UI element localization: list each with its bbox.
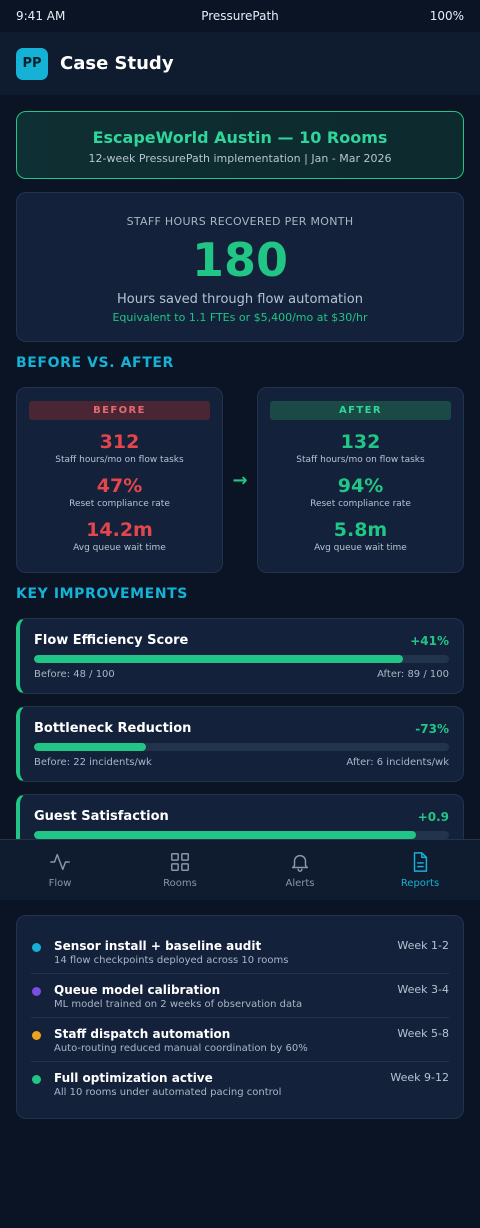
- before-stat-value: 47%: [96, 475, 143, 497]
- timeline-item[interactable]: Staff dispatch automation Auto-routing r…: [31, 1018, 449, 1062]
- after-stat-label: Reset compliance rate: [310, 499, 411, 509]
- improvement-delta: -73%: [415, 721, 449, 736]
- section-title-key-improvements: KEY IMPROVEMENTS: [16, 586, 188, 602]
- improvement-progress-fill: [34, 831, 416, 839]
- timeline-dot: [32, 943, 41, 952]
- status-carrier: PressurePath: [201, 9, 279, 23]
- improvement-progress-track: [34, 831, 449, 839]
- timeline-week: Week 3-4: [397, 983, 449, 996]
- timeline-week: Week 9-12: [390, 1071, 449, 1084]
- improvement-progress-track: [34, 743, 449, 751]
- after-label: AFTER: [270, 401, 451, 420]
- timeline-item[interactable]: Queue model calibration ML model trained…: [31, 974, 449, 1018]
- timeline-item[interactable]: Full optimization active All 10 rooms un…: [31, 1062, 449, 1106]
- improvement-before: Before: 22 incidents/wk: [34, 757, 152, 768]
- before-stat-label: Avg queue wait time: [73, 543, 166, 553]
- tab-label: Rooms: [163, 878, 197, 889]
- timeline-item[interactable]: Sensor install + baseline audit 14 flow …: [31, 930, 449, 974]
- tab-alerts[interactable]: Alerts: [240, 840, 360, 900]
- before-stat-label: Staff hours/mo on flow tasks: [55, 455, 184, 465]
- tab-reports[interactable]: Reports: [360, 840, 480, 900]
- before-label: BEFORE: [29, 401, 210, 420]
- after-stat-value: 94%: [337, 475, 384, 497]
- metric-value: 180: [191, 233, 289, 287]
- app-header: PP Case Study: [0, 32, 480, 95]
- bell-icon: [291, 854, 309, 872]
- app-logo[interactable]: PP: [16, 47, 48, 80]
- bottom-tab-bar: Flow Rooms Alerts Reports: [0, 839, 480, 900]
- case-hero-banner: EscapeWorld Austin — 10 Rooms 12-week Pr…: [16, 111, 464, 179]
- tab-label: Alerts: [285, 878, 315, 889]
- hours-recovered-card: STAFF HOURS RECOVERED PER MONTH 180 Hour…: [16, 192, 464, 342]
- timeline-description: 14 flow checkpoints deployed across 10 r…: [54, 955, 289, 966]
- timeline-dot: [32, 1075, 41, 1084]
- timeline-description: Auto-routing reduced manual coordination…: [54, 1043, 308, 1054]
- improvement-progress-fill: [34, 743, 147, 751]
- timeline-title: Sensor install + baseline audit: [54, 939, 262, 953]
- after-stat-value: 5.8m: [333, 519, 388, 541]
- before-stat-value: 14.2m: [86, 519, 153, 541]
- improvement-after: After: 6 incidents/wk: [346, 757, 449, 768]
- improvement-name: Bottleneck Reduction: [34, 721, 192, 736]
- improvement-before: Before: 48 / 100: [34, 669, 115, 680]
- metric-label: STAFF HOURS RECOVERED PER MONTH: [126, 215, 354, 228]
- page-title: Case Study: [60, 53, 174, 74]
- improvement-after: After: 89 / 100: [377, 669, 449, 680]
- tab-rooms[interactable]: Rooms: [120, 840, 240, 900]
- case-subtitle: 12-week PressurePath implementation | Ja…: [88, 152, 392, 165]
- improvement-name: Guest Satisfaction: [34, 809, 169, 824]
- tab-flow[interactable]: Flow: [0, 840, 120, 900]
- after-card: AFTER 132 Staff hours/mo on flow tasks 9…: [257, 387, 464, 573]
- improvement-progress-fill: [34, 655, 404, 663]
- improvement-card[interactable]: Flow Efficiency Score +41% Before: 48 / …: [16, 618, 464, 694]
- timeline-title: Queue model calibration: [54, 983, 221, 997]
- timeline-title: Staff dispatch automation: [54, 1027, 231, 1041]
- metric-note: Equivalent to 1.1 FTEs or $5,400/mo at $…: [112, 311, 368, 324]
- section-title-before-after: BEFORE VS. AFTER: [16, 355, 174, 371]
- implementation-timeline: Sensor install + baseline audit 14 flow …: [16, 915, 464, 1119]
- metric-description: Hours saved through flow automation: [117, 292, 363, 307]
- case-title: EscapeWorld Austin — 10 Rooms: [92, 128, 388, 147]
- after-stat-label: Avg queue wait time: [314, 543, 407, 553]
- timeline-title: Full optimization active: [54, 1071, 213, 1085]
- tab-label: Reports: [400, 878, 440, 889]
- improvement-name: Flow Efficiency Score: [34, 633, 189, 648]
- improvement-progress-track: [34, 655, 449, 663]
- tab-label: Flow: [48, 878, 72, 889]
- improvement-card[interactable]: Bottleneck Reduction -73% Before: 22 inc…: [16, 706, 464, 782]
- timeline-week: Week 1-2: [397, 939, 449, 952]
- before-stat-value: 312: [99, 431, 140, 453]
- status-bar: 9:41 AM PressurePath 100%: [0, 0, 480, 32]
- status-time: 9:41 AM: [16, 9, 66, 23]
- timeline-description: All 10 rooms under automated pacing cont…: [54, 1087, 282, 1098]
- pulse-icon: [50, 853, 70, 871]
- before-card: BEFORE 312 Staff hours/mo on flow tasks …: [16, 387, 223, 573]
- status-battery: 100%: [429, 9, 464, 23]
- improvement-delta: +41%: [410, 633, 449, 648]
- after-stat-value: 132: [340, 431, 381, 453]
- before-stat-label: Reset compliance rate: [69, 499, 170, 509]
- arrow-right-icon: →: [232, 470, 248, 491]
- grid-icon: [171, 853, 189, 871]
- improvement-delta: +0.9: [417, 809, 449, 824]
- after-stat-label: Staff hours/mo on flow tasks: [296, 455, 425, 465]
- timeline-description: ML model trained on 2 weeks of observati…: [54, 999, 303, 1010]
- timeline-dot: [32, 987, 41, 996]
- timeline-dot: [32, 1031, 41, 1040]
- timeline-week: Week 5-8: [397, 1027, 449, 1040]
- document-icon: [413, 852, 428, 872]
